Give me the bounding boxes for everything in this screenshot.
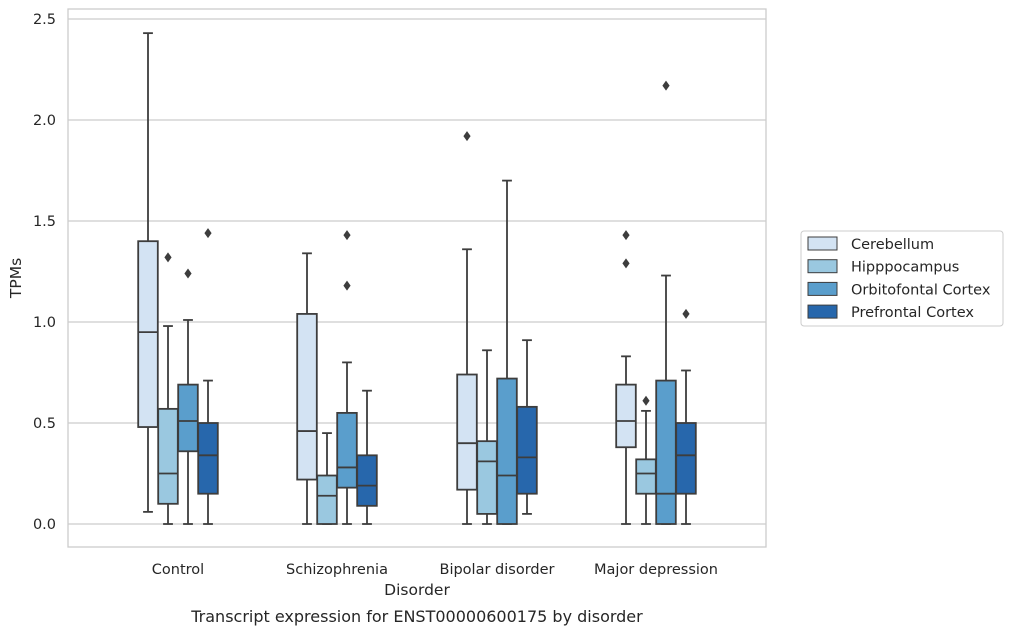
box-hipppocampus — [157, 252, 179, 525]
box-orbitofontal-cortex — [177, 268, 199, 525]
box-body — [476, 440, 498, 515]
x-tick-label: Control — [152, 562, 204, 578]
box-hipppocampus — [476, 349, 498, 525]
legend-frame — [800, 230, 1004, 327]
box-prefrontal-cortex — [675, 308, 697, 525]
box-orbitofontal-cortex — [336, 230, 358, 525]
box-body — [655, 379, 677, 525]
y-tick-label: 0.0 — [33, 517, 56, 533]
box-hipppocampus — [635, 395, 657, 525]
box-body — [496, 377, 518, 525]
outlier-point — [622, 258, 630, 269]
box-body — [296, 313, 318, 481]
outlier-point — [184, 268, 192, 279]
x-tick-label: Bipolar disorder — [440, 562, 555, 578]
legend-label: Cerebellum — [851, 237, 934, 253]
box-body — [356, 454, 378, 507]
y-axis-label: TPMs — [7, 258, 25, 299]
box-plot-area — [137, 32, 697, 525]
box-orbitofontal-cortex — [496, 179, 518, 525]
box-body — [197, 422, 219, 495]
outlier-point — [622, 230, 630, 241]
box-prefrontal-cortex — [516, 339, 538, 515]
outlier-point — [164, 252, 172, 263]
y-tick-label: 1.0 — [33, 315, 56, 331]
y-axis-ticks: 0.0 0.5 1.0 1.5 2.0 2.5 — [33, 12, 56, 533]
legend-label: Hipppocampus — [851, 260, 959, 276]
box-body — [316, 474, 338, 525]
box-hipppocampus — [316, 432, 338, 525]
outlier-point — [662, 80, 670, 91]
box-body — [615, 383, 637, 449]
legend-swatch — [807, 281, 838, 296]
legend-label: Orbitofontal Cortex — [851, 282, 991, 298]
y-tick-label: 2.0 — [33, 113, 56, 129]
legend-label: Prefrontal Cortex — [851, 305, 974, 321]
box-body — [137, 240, 159, 428]
y-tick-label: 2.5 — [33, 12, 56, 28]
outlier-point — [463, 131, 471, 142]
box-body — [675, 422, 697, 495]
box-cerebellum — [615, 230, 637, 525]
box-cerebellum — [296, 252, 318, 525]
box-prefrontal-cortex — [197, 228, 219, 525]
box-body — [635, 458, 657, 495]
outlier-point — [682, 308, 690, 319]
box-body — [456, 373, 478, 491]
outlier-point — [343, 280, 351, 291]
outlier-point — [204, 228, 212, 239]
box-body — [177, 383, 199, 453]
box-prefrontal-cortex — [356, 389, 378, 525]
legend-swatch — [807, 259, 838, 274]
box-cerebellum — [456, 131, 478, 525]
outlier-point — [343, 230, 351, 241]
box-cerebellum — [137, 32, 159, 513]
legend-swatch — [807, 236, 838, 251]
y-tick-label: 1.5 — [33, 214, 56, 230]
y-tick-label: 0.5 — [33, 416, 56, 432]
outlier-point — [642, 395, 650, 406]
x-axis-label: Disorder — [384, 581, 450, 599]
plot-frame — [67, 8, 767, 548]
x-tick-label: Major depression — [594, 562, 718, 578]
box-body — [516, 405, 538, 495]
x-tick-label: Schizophrenia — [286, 562, 388, 578]
box-orbitofontal-cortex — [655, 80, 677, 525]
box-body — [336, 411, 358, 489]
x-axis-ticks: Control Schizophrenia Bipolar disorder Majo… — [152, 562, 718, 578]
legend: Cerebellum Hipppocampus Orbitofontal Corte… — [800, 230, 1004, 327]
chart-caption: Transcript expression for ENST0000060017… — [190, 607, 643, 626]
legend-swatch — [807, 304, 838, 319]
box-body — [157, 407, 179, 505]
